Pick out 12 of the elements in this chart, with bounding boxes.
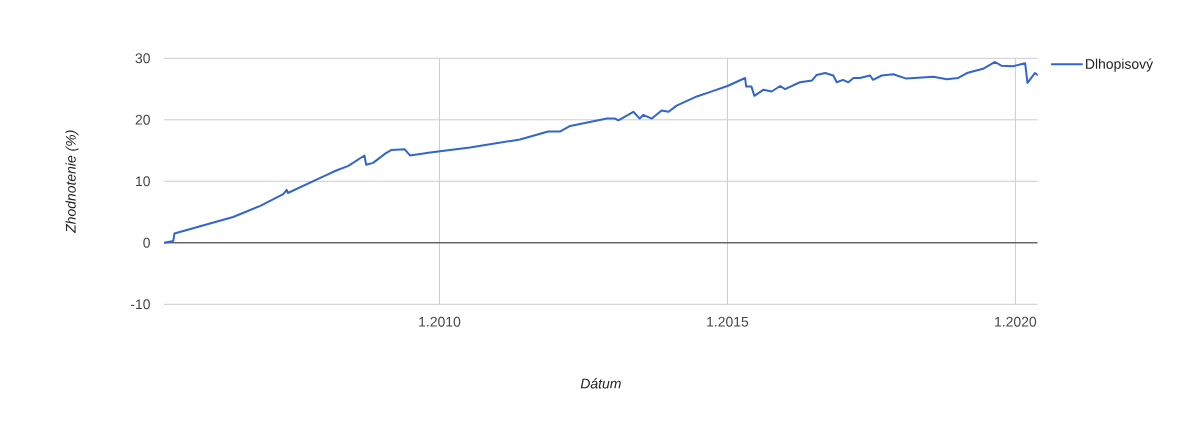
legend-label: Dlhopisový: [1086, 58, 1154, 72]
line-series: [164, 60, 1038, 244]
x-axis-title: Dátum: [580, 378, 621, 389]
y-tick-label: 10: [136, 176, 150, 187]
y-tick-label: 0: [143, 237, 150, 248]
x-tick-label: 1.2010: [419, 316, 461, 327]
y-tick-label: 30: [135, 53, 150, 64]
x-tick-label: 1.2020: [995, 316, 1037, 327]
y-axis-title: Zhodnotenie (%): [65, 130, 79, 234]
y-tick-label: 20: [135, 114, 150, 125]
y-tick-label: -10: [130, 299, 150, 310]
x-tick-label: 1.2015: [707, 316, 749, 327]
